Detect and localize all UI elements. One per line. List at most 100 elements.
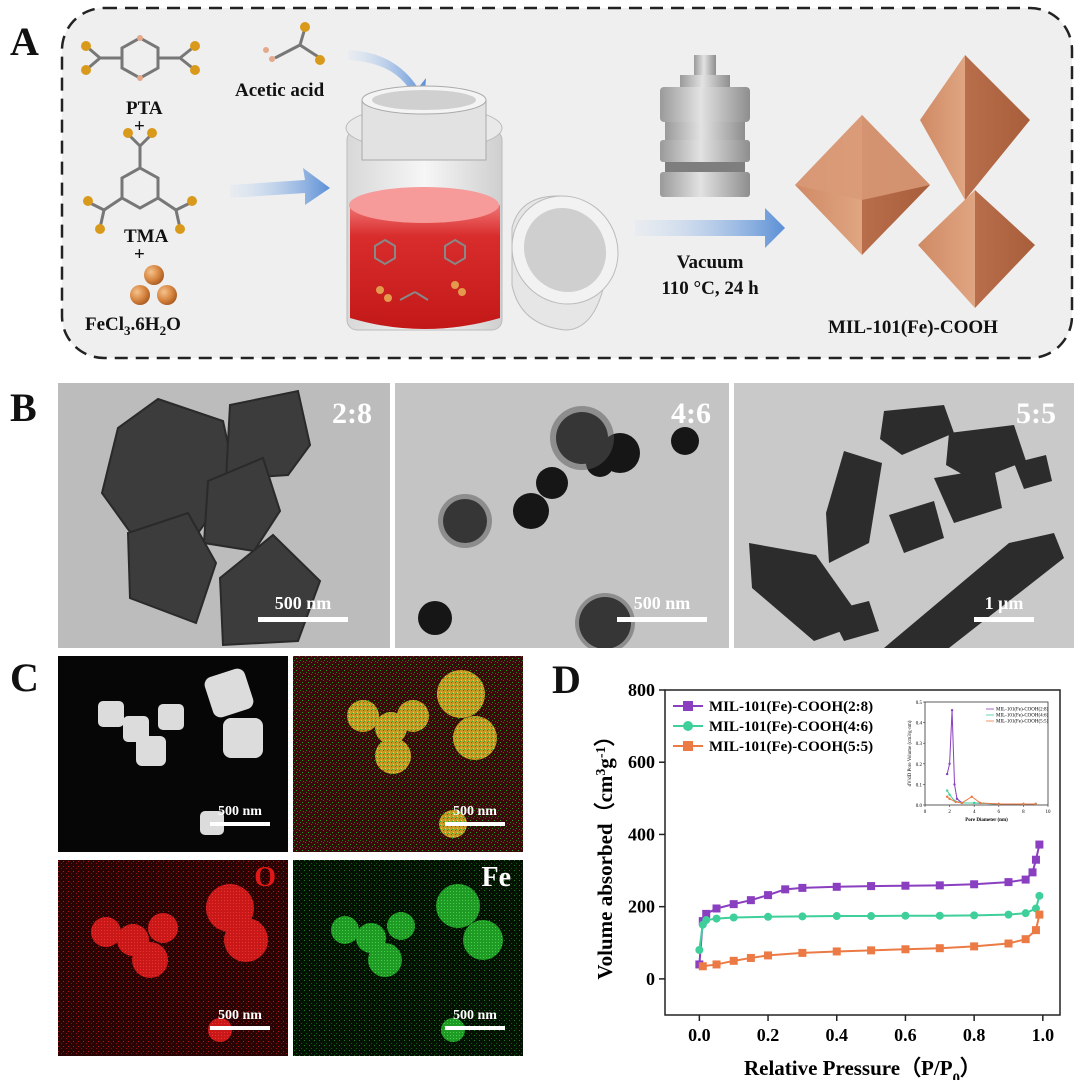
iron-map: Fe 500 nm (293, 860, 523, 1056)
tma-label: TMA (124, 226, 169, 247)
y-tick-label: 200 (628, 897, 655, 917)
data-point (798, 912, 807, 921)
data-point (781, 885, 790, 894)
data-point (764, 912, 773, 921)
octahedron-2 (920, 55, 1030, 200)
conditions-label: 110 °C, 24 h (661, 278, 759, 299)
panel-d-label: D (552, 657, 581, 702)
panel-a-label: A (10, 19, 39, 64)
data-point (832, 912, 841, 921)
x-tick-label: 0.2 (757, 1025, 780, 1045)
inset-y-tick-label: 0.2 (916, 763, 923, 768)
scale-bar-label: 500 nm (218, 804, 262, 819)
x-axis-label: Relative Pressure（P/P0） (744, 1056, 981, 1080)
scheme-frame (60, 6, 1074, 360)
inset-x-tick-label: 8 (1022, 810, 1025, 815)
inset-data-point (960, 801, 964, 805)
data-point (1021, 909, 1030, 918)
pta-label: PTA (126, 98, 163, 119)
plot-frame (664, 689, 1061, 1016)
data-point (867, 912, 876, 921)
vacuum-label: Vacuum (676, 252, 744, 273)
panel-a-scheme (60, 6, 1074, 360)
data-point (695, 946, 704, 954)
data-point (1021, 875, 1030, 884)
data-point (935, 944, 944, 953)
inset-data-point (950, 709, 954, 712)
inset-data-point (945, 795, 949, 798)
inset-legend-label: MIL-101(Fe)-COOH(2:8) (996, 708, 1049, 713)
data-point (935, 881, 944, 890)
scale-bar: 500 nm (210, 1008, 270, 1030)
legend-label: MIL-101(Fe)-COOH(4:6) (709, 719, 873, 735)
inset-data-point (1034, 802, 1037, 806)
data-point (832, 882, 841, 891)
tem-image-5-5: 5:5 1 μm (734, 383, 1074, 648)
inset-data-point (948, 797, 951, 801)
data-point (901, 911, 910, 920)
inset-data-point (979, 801, 982, 805)
data-point (764, 951, 773, 960)
data-point (901, 945, 910, 954)
inset-data-point (945, 789, 949, 792)
product-label: MIL-101(Fe)-COOH (828, 317, 998, 338)
tem-image-4-6: 4:6 500 nm (395, 383, 729, 648)
pta-molecule (81, 35, 200, 81)
legend-marker (683, 721, 693, 731)
scale-bar: 500 nm (445, 1008, 505, 1030)
data-point (702, 909, 711, 918)
data-point (702, 916, 711, 925)
data-point (970, 880, 979, 889)
overlay-map: 500 nm (293, 656, 523, 852)
data-point (798, 883, 807, 892)
inset-data-point (997, 802, 1000, 806)
vacuum-arrow (635, 208, 785, 248)
legend-marker (683, 741, 693, 751)
reactant-arrow (230, 168, 330, 205)
liner-ring (511, 195, 619, 331)
inset-y-tick-label: 0.5 (916, 701, 923, 706)
element-label-fe: Fe (481, 862, 511, 893)
acetic-acid-molecule (263, 22, 325, 65)
inset-y-tick-label: 0.0 (916, 804, 923, 809)
legend-label: MIL-101(Fe)-COOH(5:5) (709, 739, 873, 755)
data-point (901, 881, 910, 890)
fecl3-spheres (130, 265, 177, 305)
x-tick-label: 0.0 (688, 1025, 711, 1045)
data-point (764, 891, 773, 900)
beaker (345, 85, 503, 331)
tma-molecule (83, 128, 197, 234)
data-point (712, 914, 721, 923)
data-point (1004, 878, 1013, 887)
inset-chart: 0 2 4 6 8 10 0.0 0.1 0.2 0.3 0.4 0.5 Pore Diameter (… (908, 701, 1051, 823)
data-point (698, 962, 707, 971)
scale-bar: 500 nm (445, 804, 505, 826)
inset-x-axis-label: Pore Diameter (nm) (965, 818, 1008, 823)
octahedron-1 (795, 115, 930, 255)
inset-data-point (955, 797, 959, 801)
data-point (712, 904, 721, 913)
plus-1: + (134, 116, 145, 137)
data-point (1035, 891, 1044, 900)
haadf-image: 500 nm (58, 656, 288, 852)
inset-y-tick-label: 0.3 (916, 742, 923, 747)
legend-label: MIL-101(Fe)-COOH(2:8) (709, 699, 873, 715)
inset-y-tick-label: 0.4 (916, 722, 923, 727)
inset-data-point (945, 772, 949, 776)
x-tick-label: 1.0 (1032, 1025, 1055, 1045)
inset-data-point (953, 783, 956, 786)
isotherm-chart: 0.0 0.2 0.4 0.6 0.8 1.0 0 200 400 600 800 Relative … (593, 680, 1061, 1080)
series-line (698, 895, 1041, 951)
data-point (1021, 935, 1030, 944)
legend-marker (683, 701, 693, 711)
data-point (867, 946, 876, 955)
data-point (798, 948, 807, 957)
inset-data-point (1022, 802, 1025, 806)
scale-bar-label: 500 nm (218, 1008, 262, 1023)
element-label-o: O (254, 862, 276, 893)
inset-x-tick-label: 2 (948, 810, 951, 815)
y-axis-label: Volume absorbed（cm3g-1） (593, 725, 617, 979)
inset-y-tick-label: 0.1 (916, 783, 923, 788)
data-point (746, 953, 755, 962)
data-point (832, 947, 841, 956)
